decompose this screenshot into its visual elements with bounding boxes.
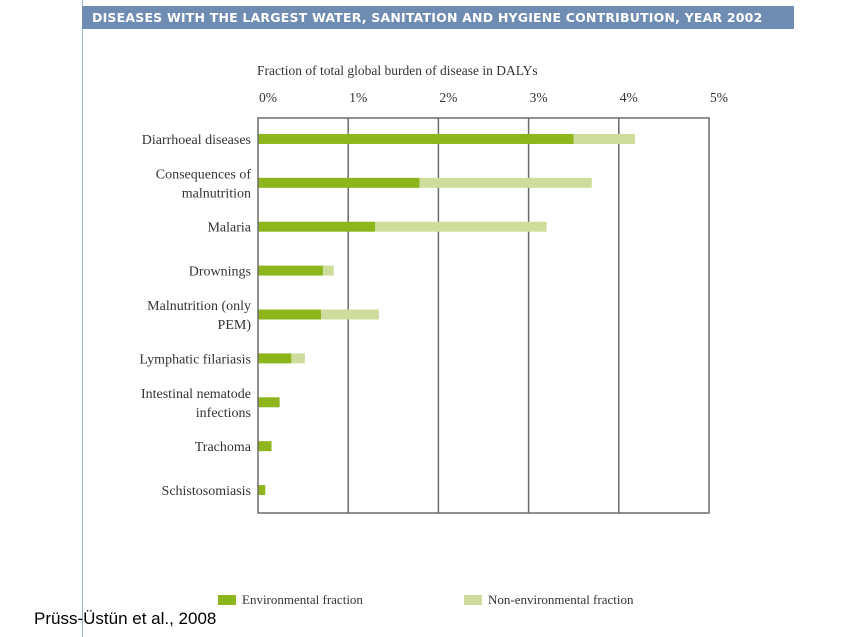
- source-citation: Prüss-Üstün et al., 2008: [34, 609, 217, 628]
- legend-non-environmental: Non-environmental fraction: [464, 592, 633, 608]
- category-label: Trachoma: [195, 440, 252, 455]
- x-tick-label: 3%: [530, 90, 548, 105]
- category-label: infections: [196, 406, 251, 421]
- category-label: Intestinal nematode: [141, 387, 251, 402]
- plot-frame: [257, 117, 710, 514]
- category-label: Consequences of: [156, 167, 252, 182]
- category-label: Malnutrition (only: [147, 299, 251, 314]
- bar-environmental: [258, 177, 420, 188]
- bar-non-environmental: [419, 177, 592, 188]
- legend-swatch-non-environmental: [464, 595, 482, 605]
- bar-environmental: [258, 397, 280, 408]
- left-rule: [82, 0, 83, 637]
- bar-environmental: [258, 265, 323, 276]
- category-label: malnutrition: [182, 186, 251, 201]
- bar-non-environmental: [291, 353, 305, 364]
- bar-environmental: [258, 485, 266, 496]
- legend-environmental: Environmental fraction: [218, 592, 363, 608]
- category-label: Schistosomiasis: [162, 484, 251, 499]
- x-tick-label: 4%: [620, 90, 638, 105]
- chart-title: Fraction of total global burden of disea…: [257, 63, 538, 78]
- bar-non-environmental: [573, 133, 636, 144]
- category-label: Diarrhoeal diseases: [142, 133, 251, 148]
- x-tick-label: 2%: [439, 90, 457, 105]
- category-label: PEM): [218, 318, 252, 333]
- bar-environmental: [258, 441, 272, 452]
- bar-environmental: [258, 221, 376, 232]
- x-tick-label: 5%: [710, 90, 728, 105]
- category-label: Lymphatic filariasis: [139, 352, 251, 367]
- category-label: Drownings: [189, 265, 251, 280]
- x-tick-labels: 0% 1% 2% 3% 4% 5%: [259, 90, 728, 105]
- x-tick-label: 0%: [259, 90, 277, 105]
- bar-environmental: [258, 309, 322, 320]
- bar-non-environmental: [375, 221, 547, 232]
- legend-swatch-environmental: [218, 595, 236, 605]
- legend-label-non-environmental: Non-environmental fraction: [488, 592, 634, 607]
- legend-label-environmental: Environmental fraction: [242, 592, 363, 607]
- bars: [258, 133, 636, 496]
- grid-lines: [347, 118, 620, 513]
- bar-environmental: [258, 133, 574, 144]
- category-label: Malaria: [207, 221, 251, 236]
- bar-non-environmental: [322, 265, 334, 276]
- bar-non-environmental: [321, 309, 379, 320]
- x-tick-label: 1%: [349, 90, 367, 105]
- bar-environmental: [258, 353, 292, 364]
- banner-title: DISEASES WITH THE LARGEST WATER, SANITAT…: [82, 6, 794, 29]
- category-labels: Diarrhoeal diseases Consequences of malnut…: [139, 133, 251, 499]
